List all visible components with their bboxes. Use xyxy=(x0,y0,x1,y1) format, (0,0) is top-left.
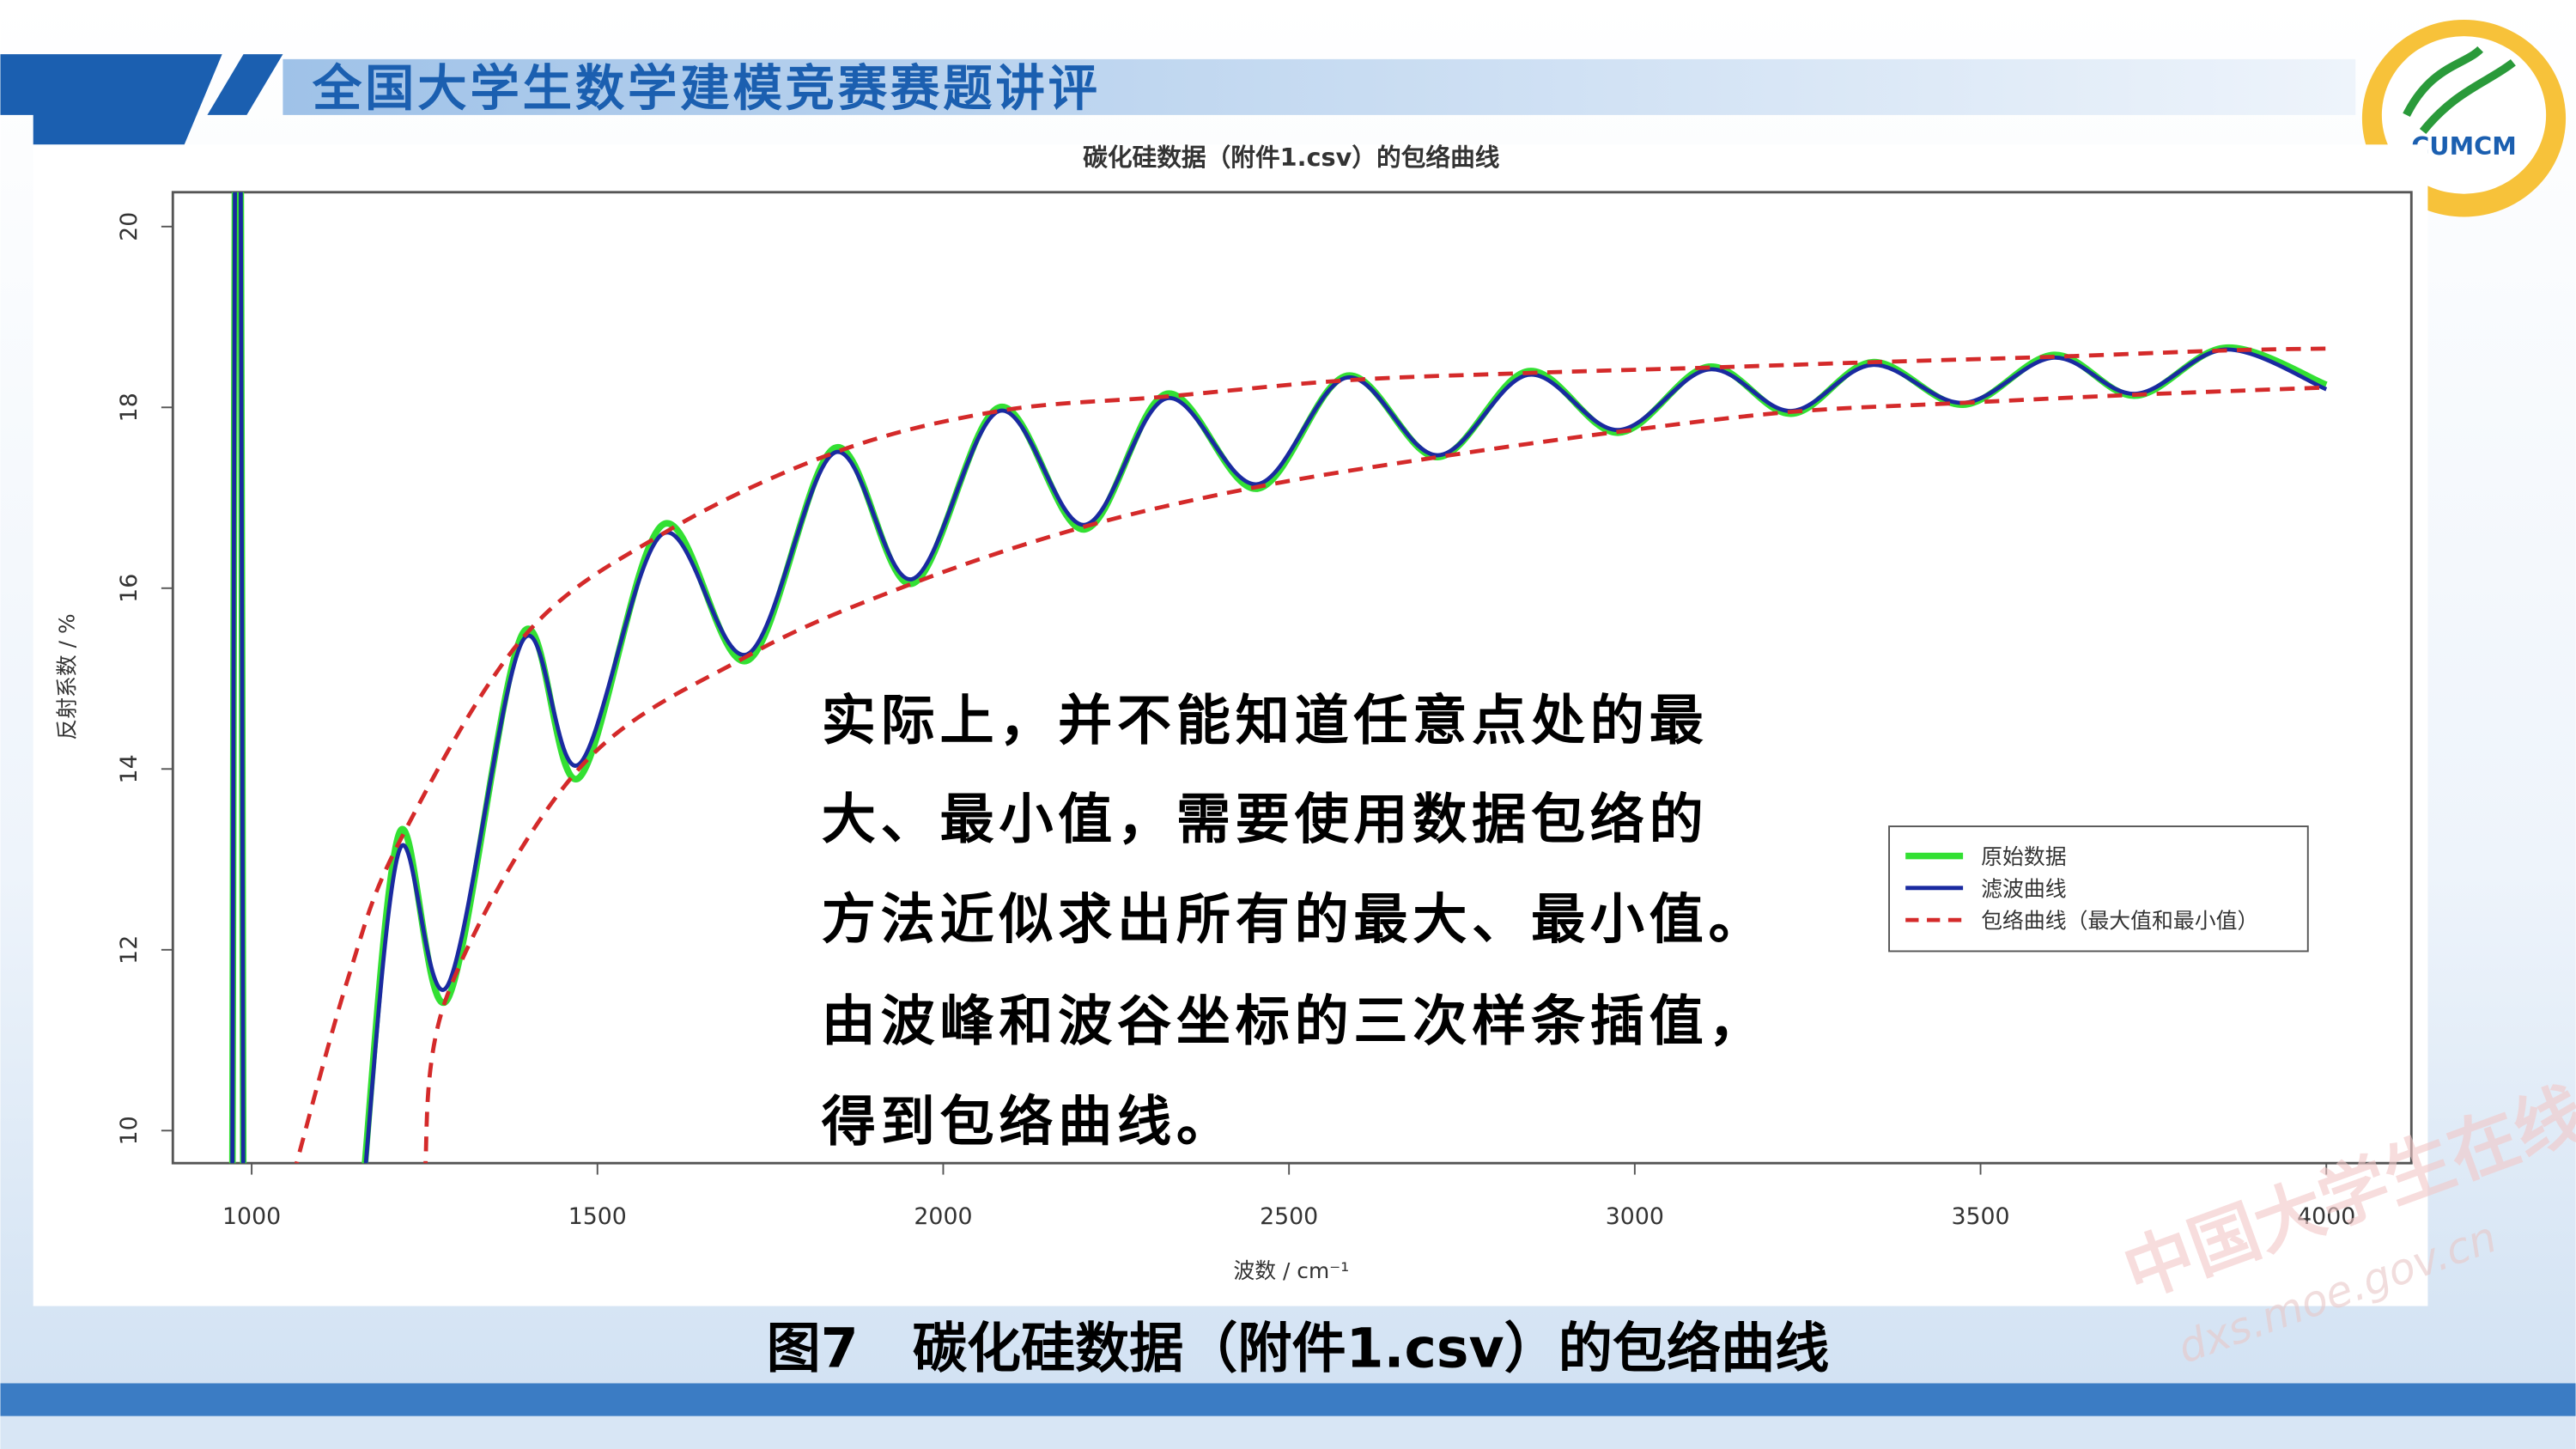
header-block xyxy=(0,54,222,145)
overlay-line: 得到包络曲线。 xyxy=(822,1089,1236,1153)
logo-mark xyxy=(2403,46,2516,135)
y-axis-label: 反射系数 / % xyxy=(55,613,80,740)
chart: 碳化硅数据（附件1.csv）的包络曲线 1000 1500 2000 2500 3000 3… xyxy=(55,143,2413,1283)
x-tick-label: 2000 xyxy=(914,1203,972,1230)
footer-band xyxy=(0,1383,2576,1416)
legend-label: 滤波曲线 xyxy=(1981,876,2066,901)
header-band xyxy=(283,58,2356,115)
header-title: 全国大学生数学建模竞赛赛题讲评 xyxy=(312,58,1101,117)
plot-area xyxy=(228,192,2328,1164)
x-tick-label: 4000 xyxy=(2297,1203,2355,1230)
y-tick-label: 16 xyxy=(116,574,143,603)
overlay-line: 实际上，并不能知道任意点处的最 xyxy=(822,689,1709,752)
legend-label: 原始数据 xyxy=(1981,844,2066,869)
x-tick-label: 2500 xyxy=(1260,1203,1318,1230)
plot-frame xyxy=(171,191,2413,1165)
series-line xyxy=(423,385,2327,1164)
series-line xyxy=(294,346,2327,1164)
y-tick-label: 14 xyxy=(116,754,143,783)
y-tick-label: 10 xyxy=(116,1116,143,1145)
series-line xyxy=(230,192,2328,1164)
y-tick-label: 18 xyxy=(116,393,143,422)
x-tick-label: 3000 xyxy=(1606,1203,1664,1230)
overlay-box xyxy=(805,673,1832,1159)
overlay-line: 大、最小值，需要使用数据包络的 xyxy=(822,787,1709,850)
overlay-line: 由波峰和波谷坐标的三次样条插值， xyxy=(822,989,1768,1053)
legend-label: 包络曲线（最大值和最小值） xyxy=(1981,909,2258,934)
overlay-line: 方法近似求出所有的最大、最小值。 xyxy=(822,887,1768,951)
y-tick-label: 12 xyxy=(116,935,143,965)
x-tick-label: 1000 xyxy=(222,1203,281,1230)
header-stripe xyxy=(207,54,283,115)
x-tick-label: 1500 xyxy=(568,1203,627,1230)
footer-band-light xyxy=(0,1416,2576,1449)
chart-title: 碳化硅数据（附件1.csv）的包络曲线 xyxy=(1083,143,1500,172)
figure-caption: 图7 碳化硅数据（附件1.csv）的包络曲线 xyxy=(767,1316,1830,1379)
logo-text: CUMCM xyxy=(2411,131,2517,161)
x-axis-label: 波数 / cm⁻¹ xyxy=(1233,1258,1349,1283)
y-tick-label: 20 xyxy=(116,212,143,241)
x-tick-label: 3500 xyxy=(1951,1203,2009,1230)
